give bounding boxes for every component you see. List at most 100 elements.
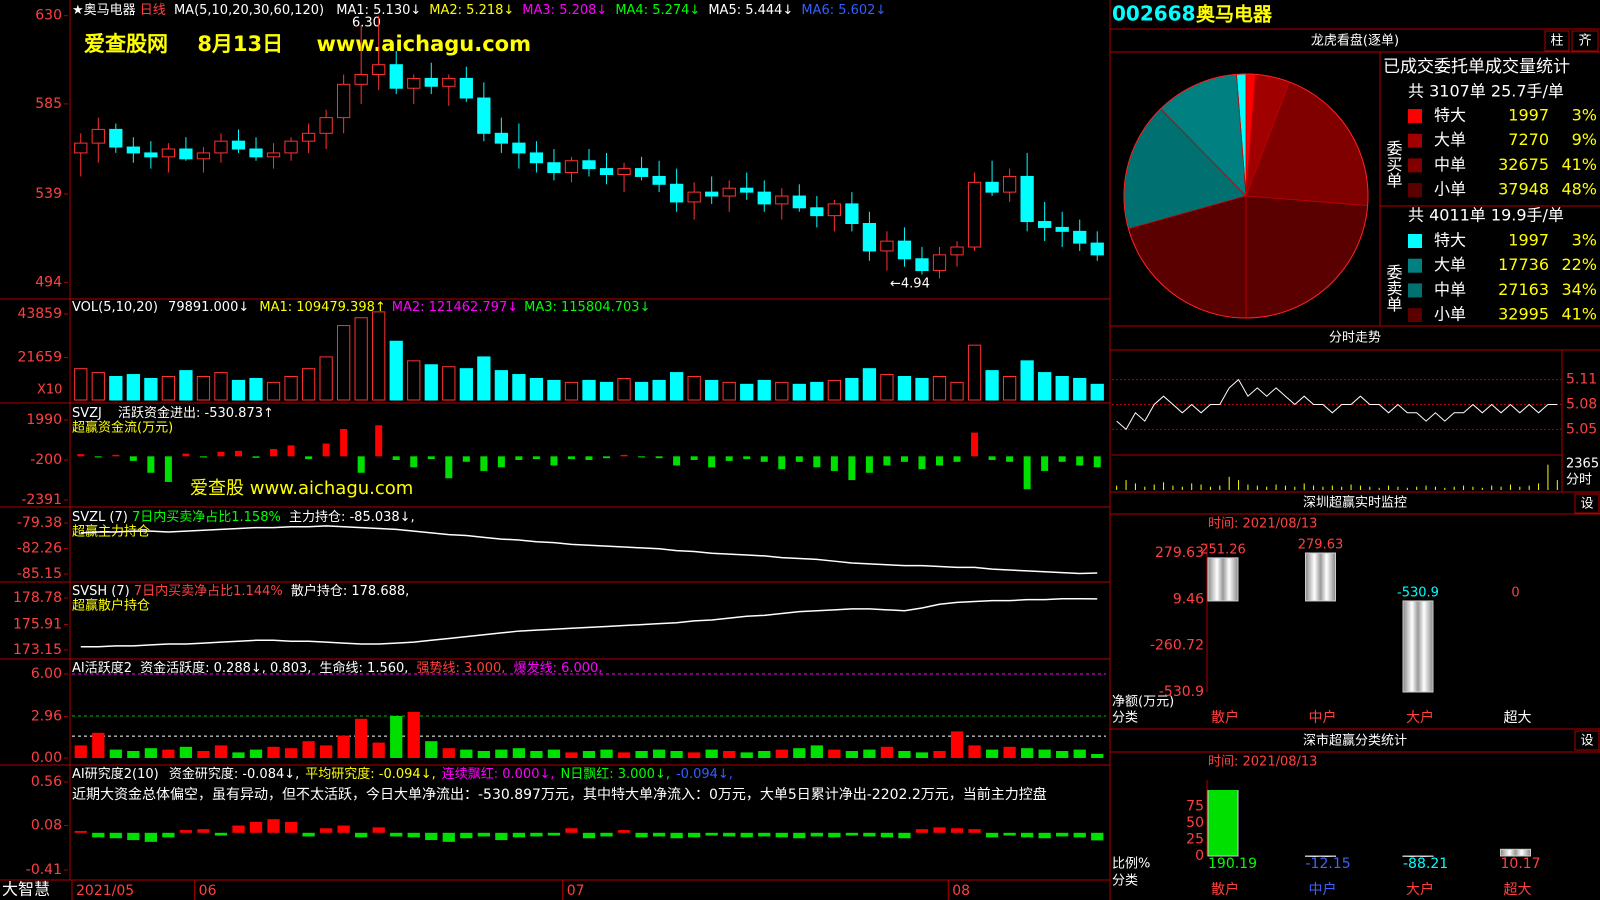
candle-body [407,77,421,89]
stock-title: 奥马电器 [1196,3,1273,26]
volume-bar [582,379,596,401]
candle-body [319,117,333,134]
button[interactable]: 柱 [1544,30,1570,52]
flow-bar [1041,456,1049,471]
volume-bar [407,360,421,401]
candle-body [337,83,351,119]
activity-bar [144,748,157,758]
volume-bar [862,368,877,401]
activity-bar [968,745,981,758]
button-label[interactable]: 齐 [1578,33,1591,49]
volume-bar [109,376,123,401]
flow-bar [918,456,926,470]
flow-bar [287,445,295,457]
flow-bar [936,456,944,466]
candle-body [687,191,701,203]
flow-bar [900,456,908,462]
volume-bar [599,381,614,401]
volume-bar [950,381,964,401]
panel-title: 深圳超赢实时监控 [1303,495,1407,511]
bar [1207,790,1239,857]
button-label[interactable]: 柱 [1550,34,1563,49]
y-label: 比例% [1112,857,1150,872]
svsh-name: SVSH (7) [72,584,130,599]
research-bar [933,827,946,833]
volume-bar [1055,376,1069,401]
research-bar [652,832,666,837]
panel-title: 分时走势 [1329,330,1381,346]
flow-bar [620,454,628,457]
button[interactable]: 齐 [1571,30,1599,52]
flow-bar [129,456,137,461]
volume-bar [354,317,368,401]
activity-bar [530,751,543,758]
ai2-text: N日飘红: 3.000↓, [561,766,670,782]
x-label: 分类 [1112,874,1138,889]
row-volume: 37948 [1498,180,1549,199]
volume-bar [161,376,176,401]
research-bar [442,832,455,842]
flow-bar [1023,456,1031,490]
category-label: 大户 [1406,709,1434,726]
activity-bar [775,749,788,758]
activity-bar [617,752,631,758]
research-bar [600,832,613,837]
research-bar [950,828,964,833]
ai1-burst: 爆发线: 6.000, [514,660,603,676]
candle-body [179,148,193,160]
row-name: 小单 [1434,305,1466,324]
high-label: 6.30 [352,16,381,31]
activity-bar [214,745,228,758]
row-name: 特大 [1434,106,1466,125]
research-bar [617,830,631,833]
x-label: 分类 [1112,711,1138,726]
button-label[interactable]: 设 [1580,497,1593,512]
low-label: ←4.94 [890,277,930,292]
activity-bar [302,741,315,758]
candle-body [705,191,719,197]
flow-bar [953,456,961,462]
candle-body [599,168,614,175]
flow-bar [112,454,120,457]
research-bar [249,821,263,833]
volume-bar [529,377,544,401]
activity-bar [793,748,806,758]
research-bar [880,832,894,838]
vol-ma: MA3: 115804.703↓ [524,300,650,315]
banner: 爱查股网 8月13日 www.aichagu.com [84,32,531,56]
ma-value: MA2: 5.218↓ [429,3,514,18]
research-bar [284,821,298,833]
y-tick-label: -79.38 [17,515,62,531]
y-tick-label: 585 [35,96,62,112]
flow-bar [1058,456,1066,462]
row-volume: 17736 [1498,255,1549,274]
legend-swatch [1408,234,1422,248]
candle-body [827,203,841,217]
research-bar [985,832,999,838]
activity-bar [249,749,263,758]
ma-value: MA6: 5.602↓ [801,3,886,18]
research-bar [109,832,122,839]
candle-body [231,140,246,150]
volume-bar [792,383,806,401]
bar [1500,848,1531,857]
volume-bar [389,340,403,401]
legend-swatch [1408,308,1422,323]
volume-bar [1073,377,1087,401]
hold-line [80,597,1098,648]
category-label: 散户 [1211,709,1239,726]
volume-bar [144,377,158,401]
button[interactable]: 设 [1574,730,1600,751]
y-tick-label: 0.08 [31,818,62,834]
button-label[interactable]: 设 [1580,734,1593,749]
activity-bar [232,752,245,758]
activity-bar [670,751,683,758]
y-tick-label: -0.41 [26,862,62,878]
banner-date: 8月13日 [197,32,283,56]
volume-bar [985,370,999,401]
flow-bar [94,456,102,458]
button[interactable]: 设 [1574,493,1600,514]
category-label: 超大 [1504,882,1532,898]
